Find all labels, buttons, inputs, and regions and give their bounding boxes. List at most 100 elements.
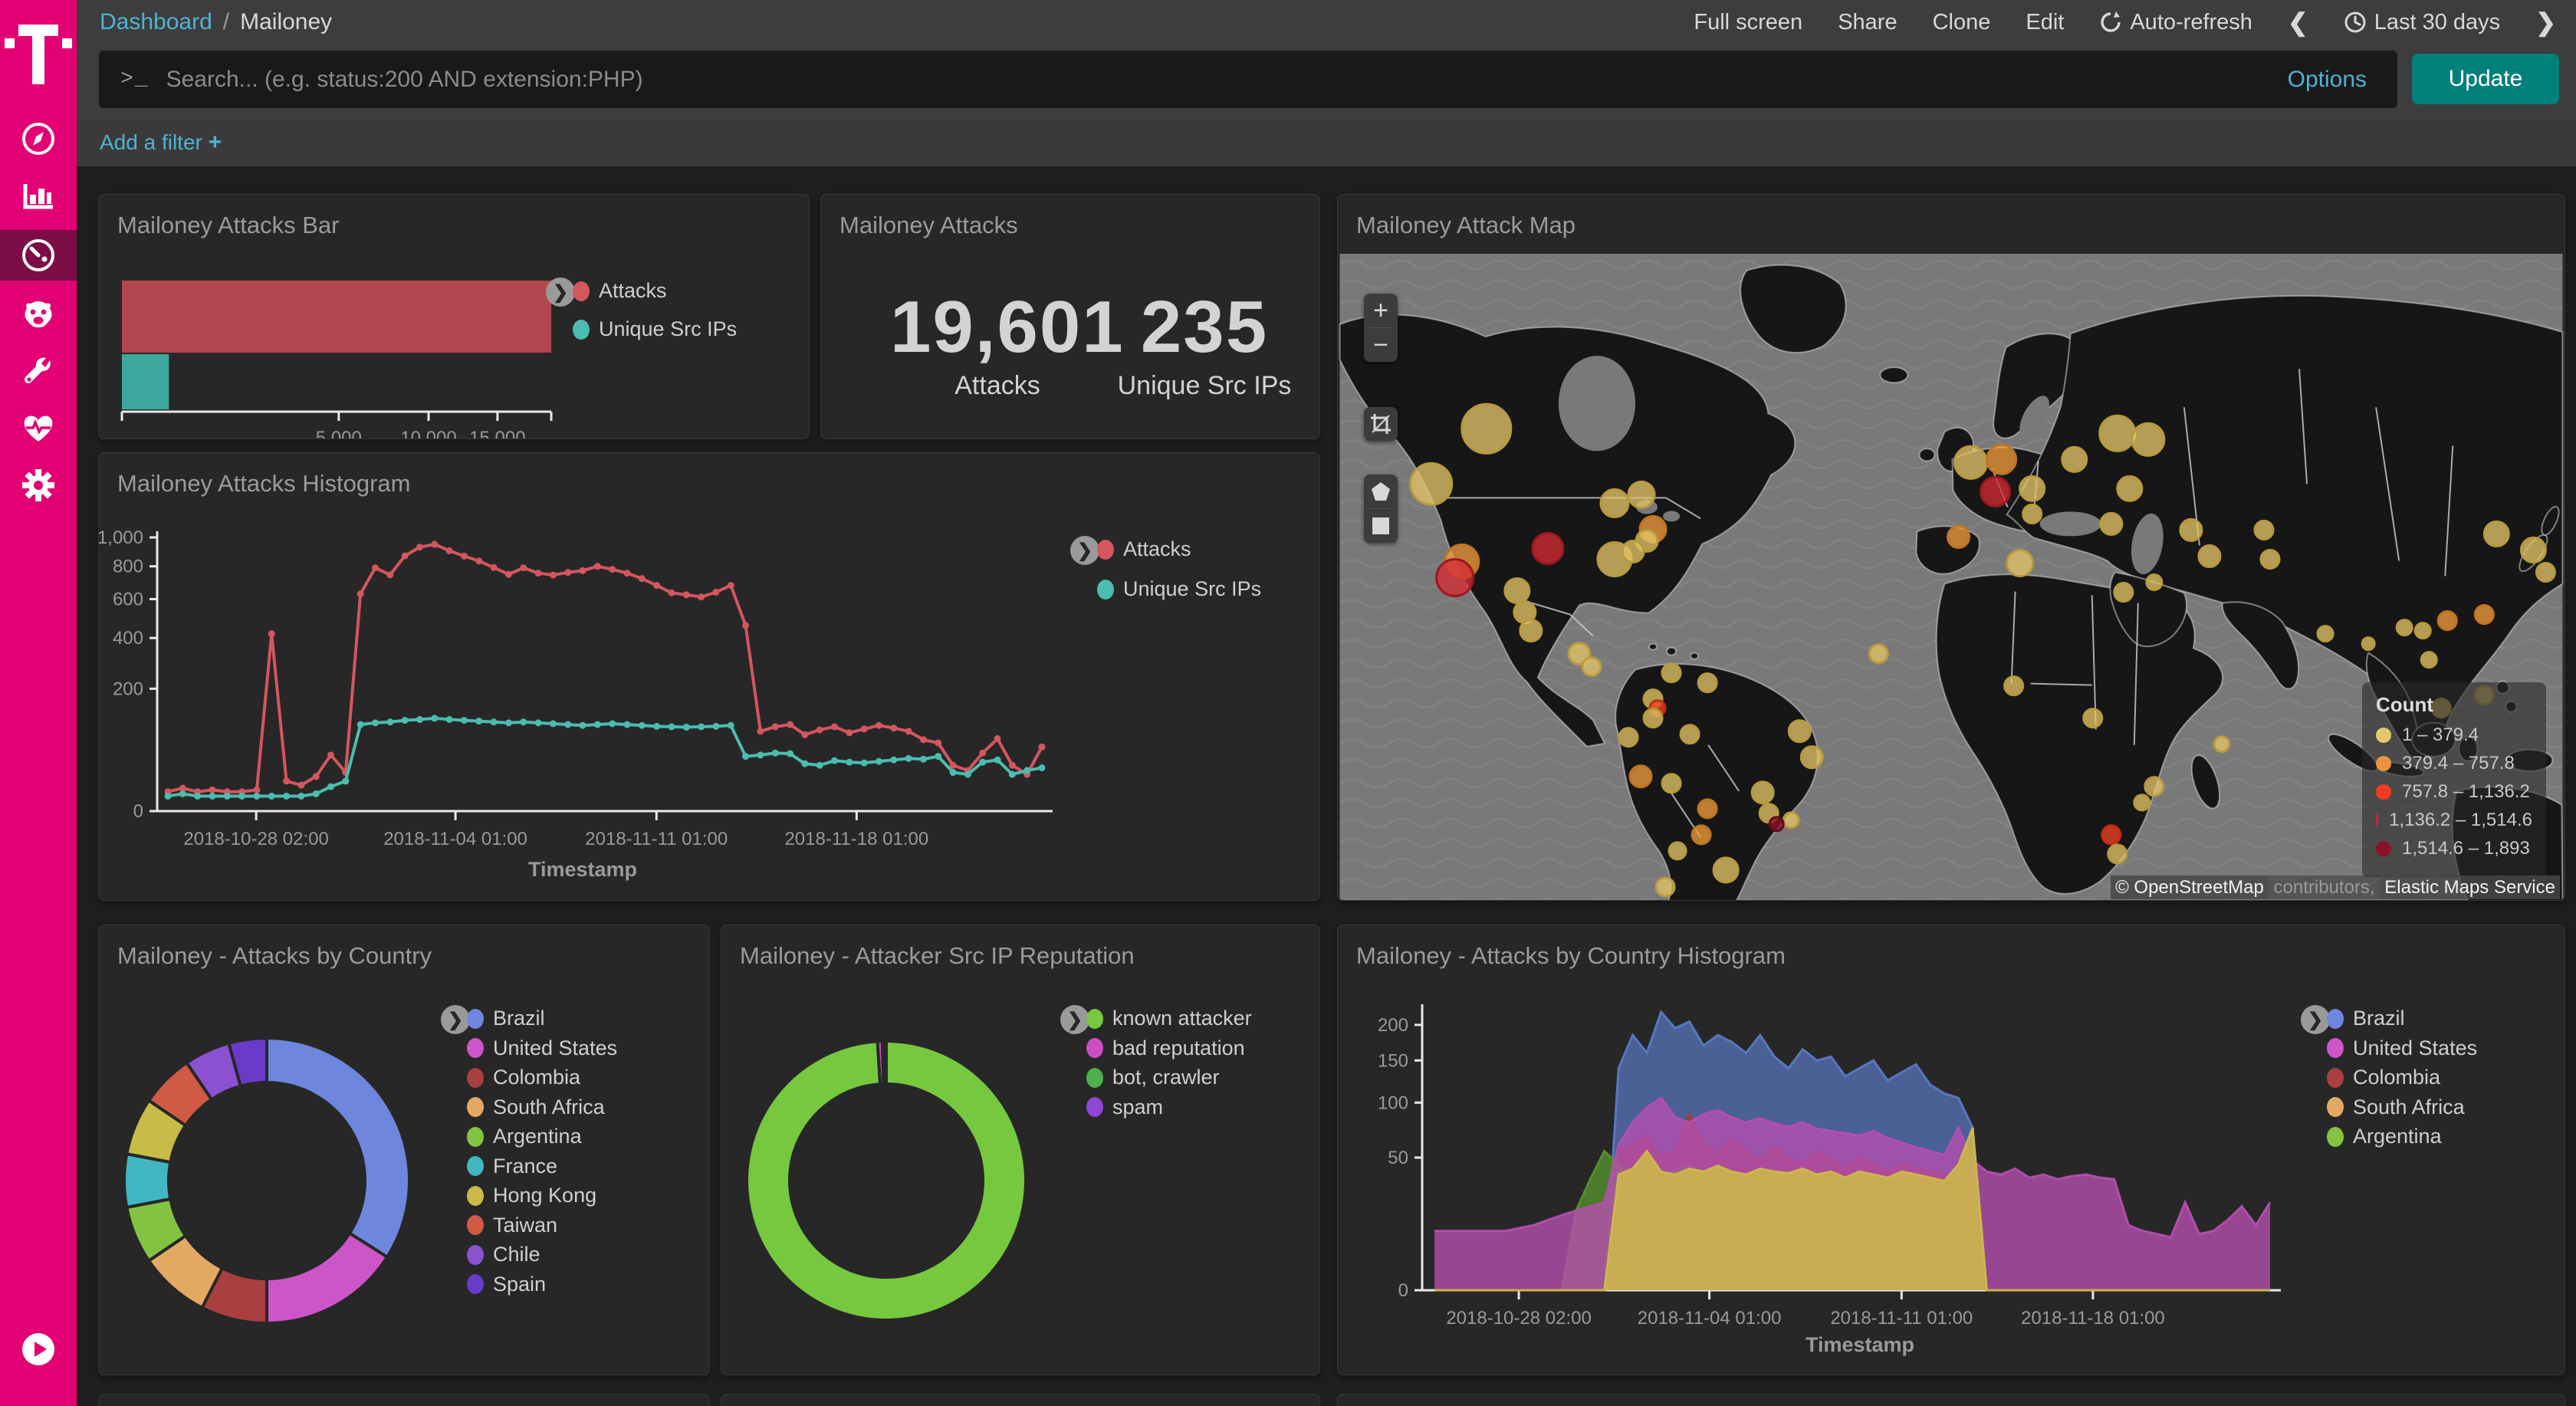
legend-item[interactable]: Taiwan bbox=[467, 1214, 557, 1237]
attack-bubble[interactable] bbox=[2098, 414, 2137, 452]
attack-bubble[interactable] bbox=[1768, 816, 1785, 833]
legend-color-dot[interactable] bbox=[2327, 1097, 2344, 1117]
share-button[interactable]: Share bbox=[1838, 9, 1898, 34]
sidebar-item-visualize[interactable] bbox=[0, 170, 77, 221]
attack-bubble[interactable] bbox=[1519, 619, 1543, 643]
attack-bubble[interactable] bbox=[1581, 656, 1602, 678]
legend-color-dot[interactable] bbox=[1086, 1097, 1103, 1117]
clone-button[interactable]: Clone bbox=[1932, 9, 1991, 34]
attack-bubble[interactable] bbox=[1668, 841, 1687, 861]
attack-bubble[interactable] bbox=[1953, 445, 1989, 480]
legend-item[interactable]: Spain bbox=[467, 1273, 546, 1296]
ems-attribution-link[interactable]: Elastic Maps Service bbox=[2380, 875, 2560, 899]
attack-bubble[interactable] bbox=[2131, 422, 2166, 457]
attack-bubble[interactable] bbox=[2420, 651, 2438, 669]
attack-bubble[interactable] bbox=[1503, 577, 1531, 605]
draw-polygon-button[interactable] bbox=[1364, 475, 1398, 508]
fit-data-bounds-button[interactable] bbox=[1364, 407, 1398, 441]
legend-toggle-icon[interactable]: ❯ bbox=[2301, 1005, 2330, 1034]
legend-item[interactable]: bad reputation bbox=[1086, 1036, 1245, 1060]
auto-refresh-button[interactable]: Auto-refresh bbox=[2099, 10, 2252, 35]
attack-bubble[interactable] bbox=[1642, 708, 1664, 729]
legend-color-dot[interactable] bbox=[2327, 1038, 2344, 1058]
legend-item[interactable]: South Africa bbox=[2327, 1096, 2465, 1119]
sidebar-collapse-button[interactable] bbox=[21, 1332, 55, 1366]
legend-item[interactable]: Brazil bbox=[2327, 1007, 2405, 1030]
attack-bubble[interactable] bbox=[2101, 824, 2122, 846]
full-screen-button[interactable]: Full screen bbox=[1694, 9, 1803, 34]
search-input[interactable] bbox=[166, 66, 2288, 93]
time-back-button[interactable]: ❮ bbox=[2287, 8, 2308, 36]
attack-bubble[interactable] bbox=[2019, 475, 2046, 502]
world-map[interactable]: + − bbox=[1338, 254, 2564, 900]
attack-bubble[interactable] bbox=[2144, 776, 2165, 797]
legend-color-dot[interactable] bbox=[573, 281, 590, 301]
attack-bubble[interactable] bbox=[2099, 511, 2124, 536]
legend-toggle-icon[interactable]: ❯ bbox=[441, 1005, 470, 1034]
legend-color-dot[interactable] bbox=[467, 1244, 484, 1265]
draw-rectangle-button[interactable] bbox=[1364, 509, 1398, 543]
legend-color-dot[interactable] bbox=[1097, 579, 1114, 600]
legend-color-dot[interactable] bbox=[573, 319, 590, 340]
legend-item[interactable]: Unique Src IPs bbox=[1097, 577, 1261, 601]
legend-item[interactable]: South Africa bbox=[467, 1096, 605, 1119]
legend-toggle-icon[interactable]: ❯ bbox=[546, 278, 575, 307]
reputation-donut-chart[interactable] bbox=[721, 925, 1320, 1375]
legend-toggle-icon[interactable]: ❯ bbox=[1070, 536, 1099, 565]
legend-item[interactable]: Colombia bbox=[2327, 1066, 2440, 1089]
zoom-out-button[interactable]: − bbox=[1373, 330, 1388, 360]
edit-button[interactable]: Edit bbox=[2026, 9, 2065, 34]
legend-color-dot[interactable] bbox=[1086, 1067, 1103, 1088]
legend-item[interactable]: Colombia bbox=[467, 1066, 580, 1089]
country-donut-chart[interactable] bbox=[99, 925, 710, 1375]
legend-item[interactable]: Chile bbox=[467, 1243, 540, 1266]
attack-bubble[interactable] bbox=[1946, 524, 1971, 549]
sidebar-item-discover[interactable] bbox=[0, 113, 77, 164]
attack-bubble[interactable] bbox=[2213, 735, 2231, 754]
legend-color-dot[interactable] bbox=[2327, 1008, 2344, 1029]
zoom-in-button[interactable]: + bbox=[1373, 295, 1388, 325]
legend-color-dot[interactable] bbox=[1086, 1008, 1103, 1029]
osm-attribution-link[interactable]: © OpenStreetMap bbox=[2111, 875, 2269, 899]
attack-bubble[interactable] bbox=[2022, 503, 2043, 524]
sidebar-item-devtools[interactable] bbox=[0, 347, 77, 397]
attack-bubble[interactable] bbox=[2519, 536, 2547, 563]
time-picker-button[interactable]: Last 30 days bbox=[2344, 10, 2500, 35]
attack-bubble[interactable] bbox=[2197, 544, 2222, 568]
donut-slice-spam[interactable] bbox=[883, 1039, 888, 1086]
legend-color-dot[interactable] bbox=[2327, 1126, 2344, 1147]
attack-bubble[interactable] bbox=[2259, 548, 2281, 570]
donut-slice-known-attacker[interactable] bbox=[745, 1039, 1027, 1322]
attack-bubble[interactable] bbox=[1691, 824, 1712, 846]
time-forward-button[interactable]: ❯ bbox=[2535, 8, 2556, 36]
attack-bubble[interactable] bbox=[1782, 811, 1800, 829]
attack-bubble[interactable] bbox=[1697, 672, 1718, 694]
legend-item[interactable]: spam bbox=[1086, 1096, 1163, 1119]
attack-bubble[interactable] bbox=[2395, 619, 2413, 637]
legend-item[interactable]: known attacker bbox=[1086, 1007, 1252, 1030]
legend-item[interactable]: France bbox=[467, 1155, 557, 1178]
legend-toggle-icon[interactable]: ❯ bbox=[1060, 1005, 1089, 1034]
attack-bubble[interactable] bbox=[2133, 793, 2151, 812]
attack-bubble[interactable] bbox=[1679, 724, 1700, 745]
sidebar-item-monitoring[interactable] bbox=[0, 403, 77, 454]
attack-bubble[interactable] bbox=[1712, 856, 1740, 884]
sidebar-item-timelion[interactable] bbox=[0, 290, 77, 340]
attack-bubble[interactable] bbox=[1628, 764, 1653, 789]
legend-color-dot[interactable] bbox=[467, 1008, 484, 1029]
attack-bubble[interactable] bbox=[2113, 582, 2134, 603]
donut-slice-brazil[interactable] bbox=[265, 1036, 411, 1260]
attack-bubble[interactable] bbox=[1627, 480, 1656, 509]
legend-color-dot[interactable] bbox=[467, 1215, 484, 1235]
legend-color-dot[interactable] bbox=[2327, 1067, 2344, 1088]
attack-bubble[interactable] bbox=[1654, 876, 1676, 898]
attack-bubble[interactable] bbox=[2482, 520, 2510, 547]
attack-bubble[interactable] bbox=[2473, 604, 2495, 626]
donut-slice-spain[interactable] bbox=[226, 1036, 268, 1089]
attack-bubble[interactable] bbox=[1661, 662, 1682, 684]
legend-item[interactable]: Hong Kong bbox=[467, 1184, 596, 1207]
legend-color-dot[interactable] bbox=[467, 1274, 484, 1294]
attack-bubble[interactable] bbox=[2082, 708, 2104, 729]
update-button[interactable]: Update bbox=[2412, 54, 2559, 104]
attack-bubble[interactable] bbox=[2316, 625, 2334, 643]
